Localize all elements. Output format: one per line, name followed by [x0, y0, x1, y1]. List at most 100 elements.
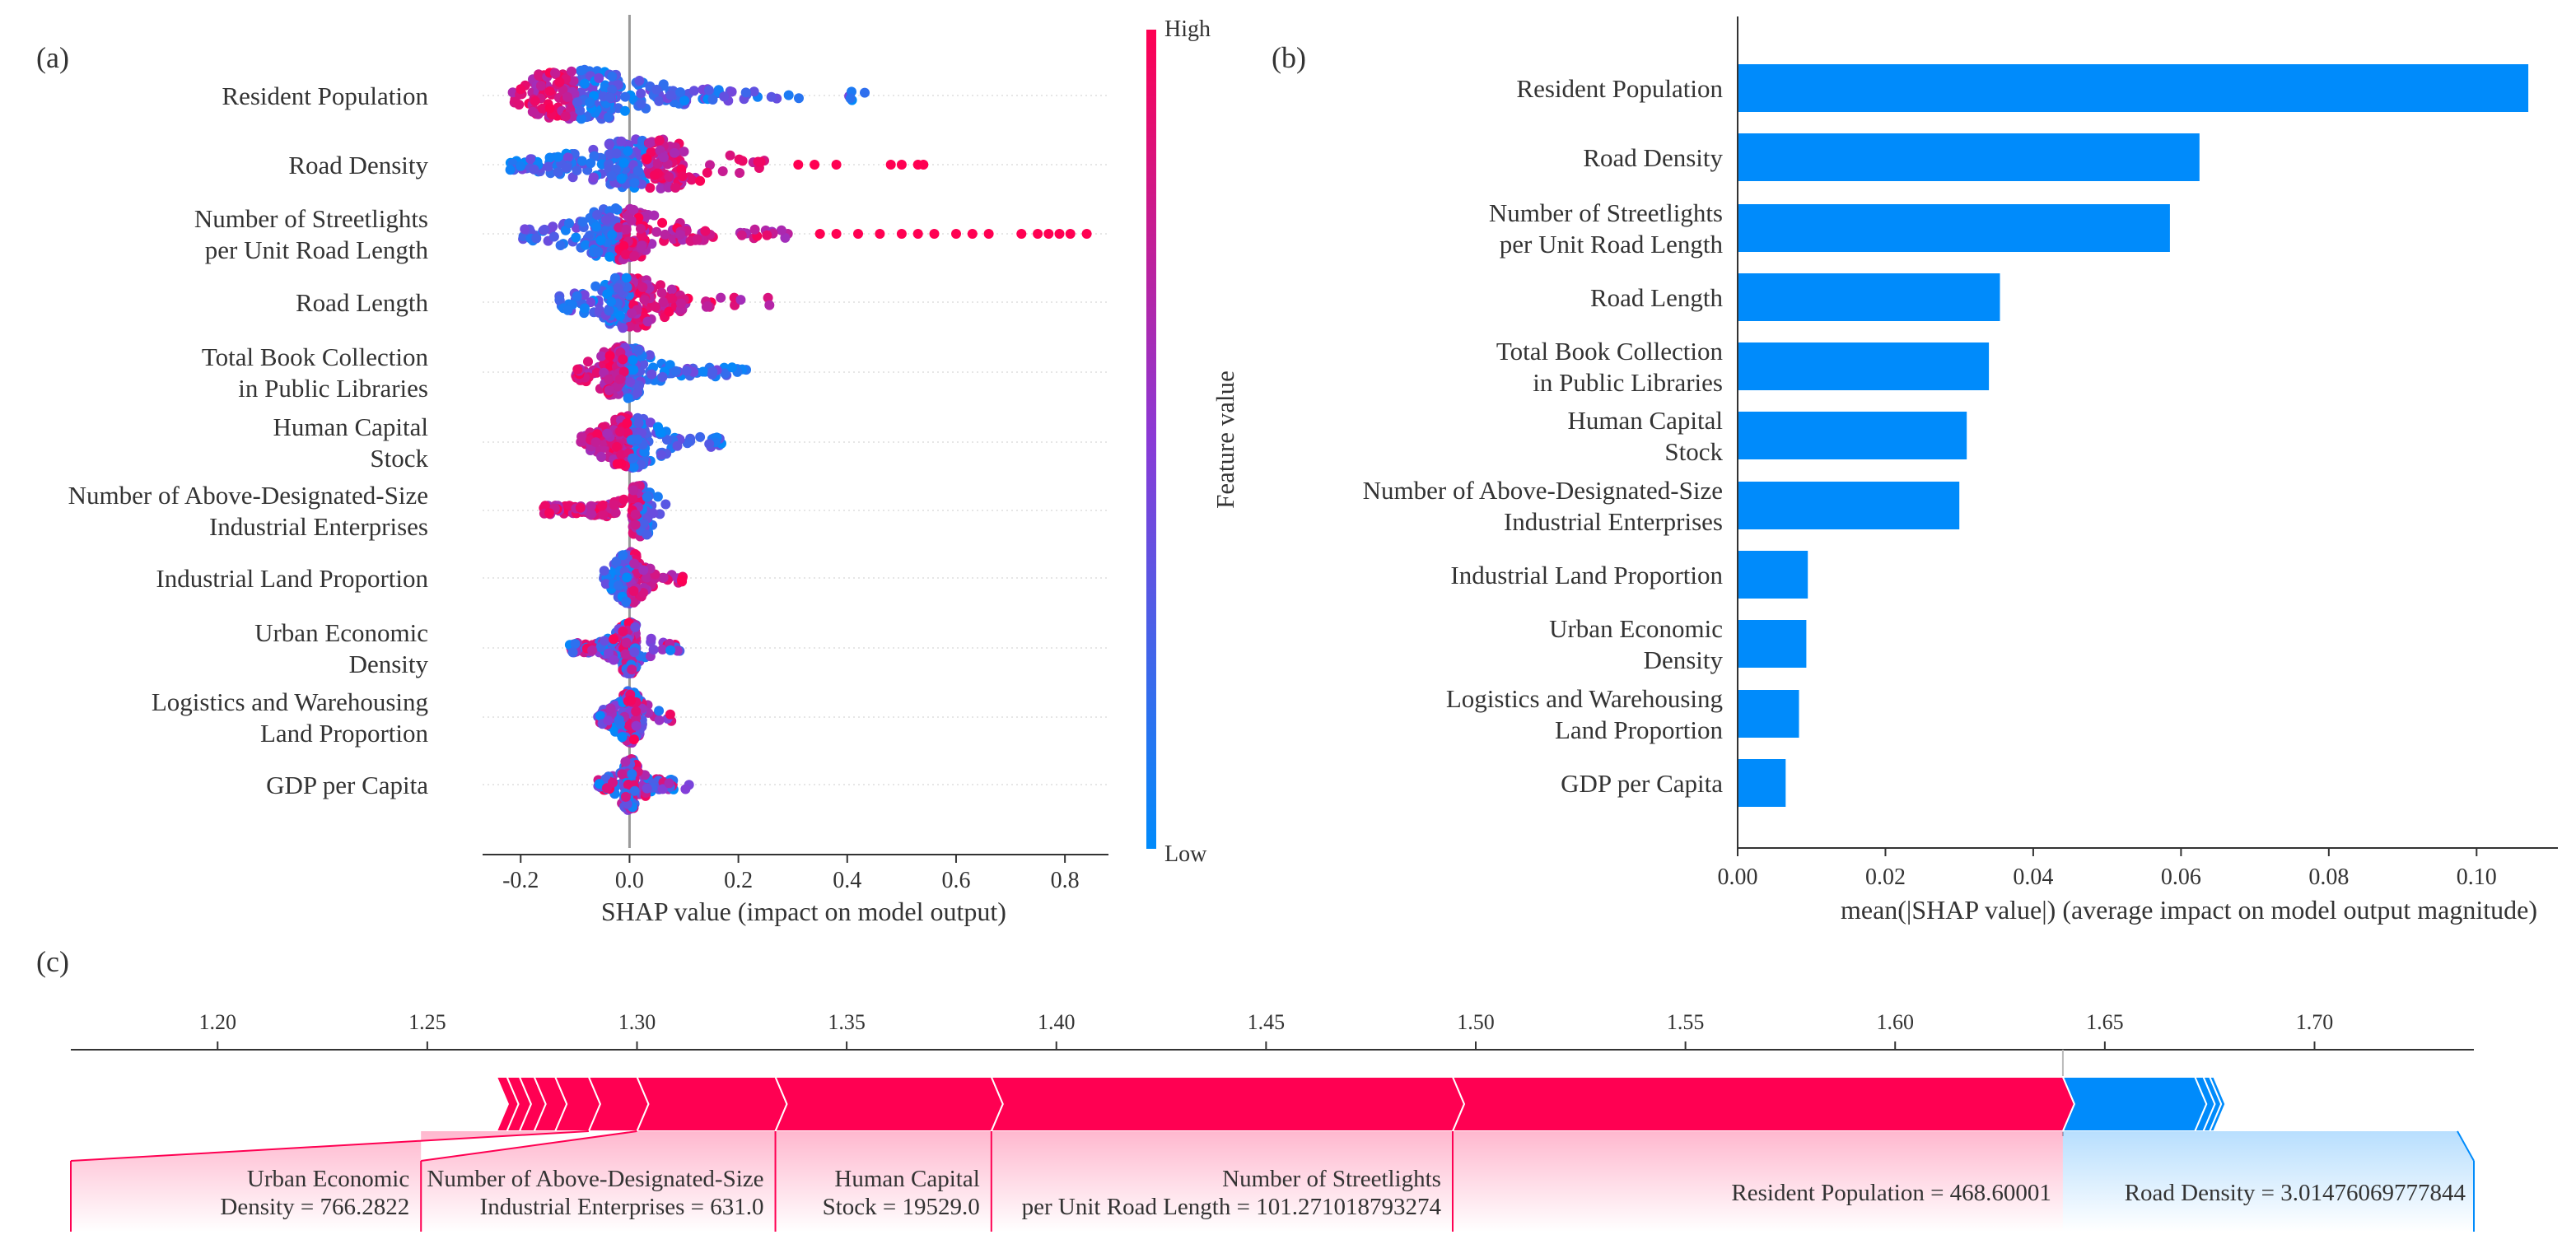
force-tick-label: 1.50 [1457, 1010, 1495, 1034]
shap-point [580, 78, 590, 89]
bar-category-label: Stock [1664, 437, 1723, 466]
shap-point [599, 566, 609, 576]
shap-point [614, 715, 624, 725]
x-tick-label: 0.08 [2308, 864, 2349, 890]
shap-point-outlier [793, 160, 804, 170]
shap-point [630, 509, 641, 520]
shap-point [725, 150, 735, 161]
shap-point [670, 366, 681, 376]
shap-point [628, 453, 637, 464]
shap-point [639, 446, 650, 457]
shap-point [628, 462, 639, 473]
bar-category-label: Number of Streetlights [1489, 198, 1723, 227]
shap-point [602, 289, 613, 300]
bar [1738, 204, 2170, 252]
shap-point [665, 709, 675, 720]
colorbar [1146, 30, 1156, 849]
shap-point [664, 778, 674, 789]
shap-point [653, 422, 663, 432]
shap-point [719, 91, 730, 102]
shap-point [616, 173, 627, 184]
shap-point [617, 732, 628, 743]
bar-category-label: Industrial Enterprises [1504, 507, 1723, 536]
shap-point [631, 720, 642, 731]
shap-point [568, 76, 579, 86]
shap-point [625, 377, 636, 387]
shap-point [695, 175, 706, 186]
shap-point-outlier [810, 160, 820, 170]
bar-category-label: Resident Population [1516, 74, 1723, 103]
shap-point [681, 366, 692, 376]
shap-point [682, 438, 693, 449]
force-negative-segment [2061, 1076, 2208, 1132]
shap-point [543, 161, 553, 172]
shap-point [614, 222, 624, 233]
shap-point [609, 500, 619, 510]
shap-point [716, 292, 726, 303]
shap-point [629, 558, 640, 569]
shap-point [544, 103, 555, 114]
force-positive-segment [773, 1076, 1004, 1132]
shap-point [605, 703, 616, 714]
shap-point [654, 135, 665, 146]
shap-point-outlier [1081, 229, 1092, 239]
shap-point [619, 105, 630, 116]
shap-point [654, 706, 665, 716]
shap-point [665, 645, 676, 655]
shap-point-outlier [918, 160, 929, 170]
shap-point [595, 235, 606, 245]
shap-point [698, 366, 708, 377]
shap-point [531, 233, 542, 244]
shap-point [596, 451, 607, 462]
shap-point [650, 301, 660, 312]
shap-point [749, 224, 760, 235]
shap-point [735, 295, 746, 305]
shap-point [845, 93, 856, 104]
shap-point [749, 86, 759, 97]
shap-point [657, 217, 668, 228]
shap-point [623, 393, 633, 403]
force-tick-label: 1.55 [1667, 1010, 1705, 1034]
shap-point [726, 86, 737, 97]
shap-point [639, 295, 650, 305]
shap-point-outlier [831, 229, 842, 239]
shap-point [553, 151, 563, 162]
shap-point [628, 365, 639, 375]
shap-point [576, 114, 586, 124]
shap-point [577, 217, 588, 227]
shap-point [621, 596, 632, 607]
shap-point [676, 298, 686, 309]
force-label-area [2062, 1131, 2474, 1232]
shap-point [629, 785, 640, 796]
shap-point [707, 95, 718, 105]
shap-point-outlier [896, 229, 907, 239]
shap-point [672, 440, 683, 451]
shap-point [604, 385, 614, 396]
shap-point-outlier [1043, 229, 1054, 239]
feature-label: Industrial Land Proportion [156, 564, 428, 593]
force-label-area [991, 1131, 1453, 1232]
feature-label: Land Proportion [260, 719, 429, 748]
shap-point [571, 232, 581, 243]
shap-point [618, 627, 628, 636]
force-label-area [1453, 1131, 2063, 1232]
shap-point [702, 167, 712, 178]
shap-point [611, 148, 622, 159]
shap-point [590, 437, 601, 448]
shap-point [652, 158, 663, 169]
shap-point [516, 84, 526, 95]
shap-point [620, 791, 631, 802]
shap-point [646, 147, 656, 157]
shap-point [629, 178, 640, 189]
feature-label: Road Density [288, 151, 428, 179]
shap-point [575, 105, 586, 116]
shap-point [627, 664, 637, 675]
feature-label: Stock [370, 444, 428, 473]
shap-point [609, 634, 618, 645]
x-tick-label: 0.8 [1051, 868, 1080, 893]
shap-point-outlier [896, 160, 907, 170]
shap-point [562, 305, 573, 315]
shap-point [700, 226, 711, 236]
force-positive-segment [1451, 1076, 2075, 1132]
force-feature-label: Number of Above-Designated-Size [427, 1166, 763, 1192]
